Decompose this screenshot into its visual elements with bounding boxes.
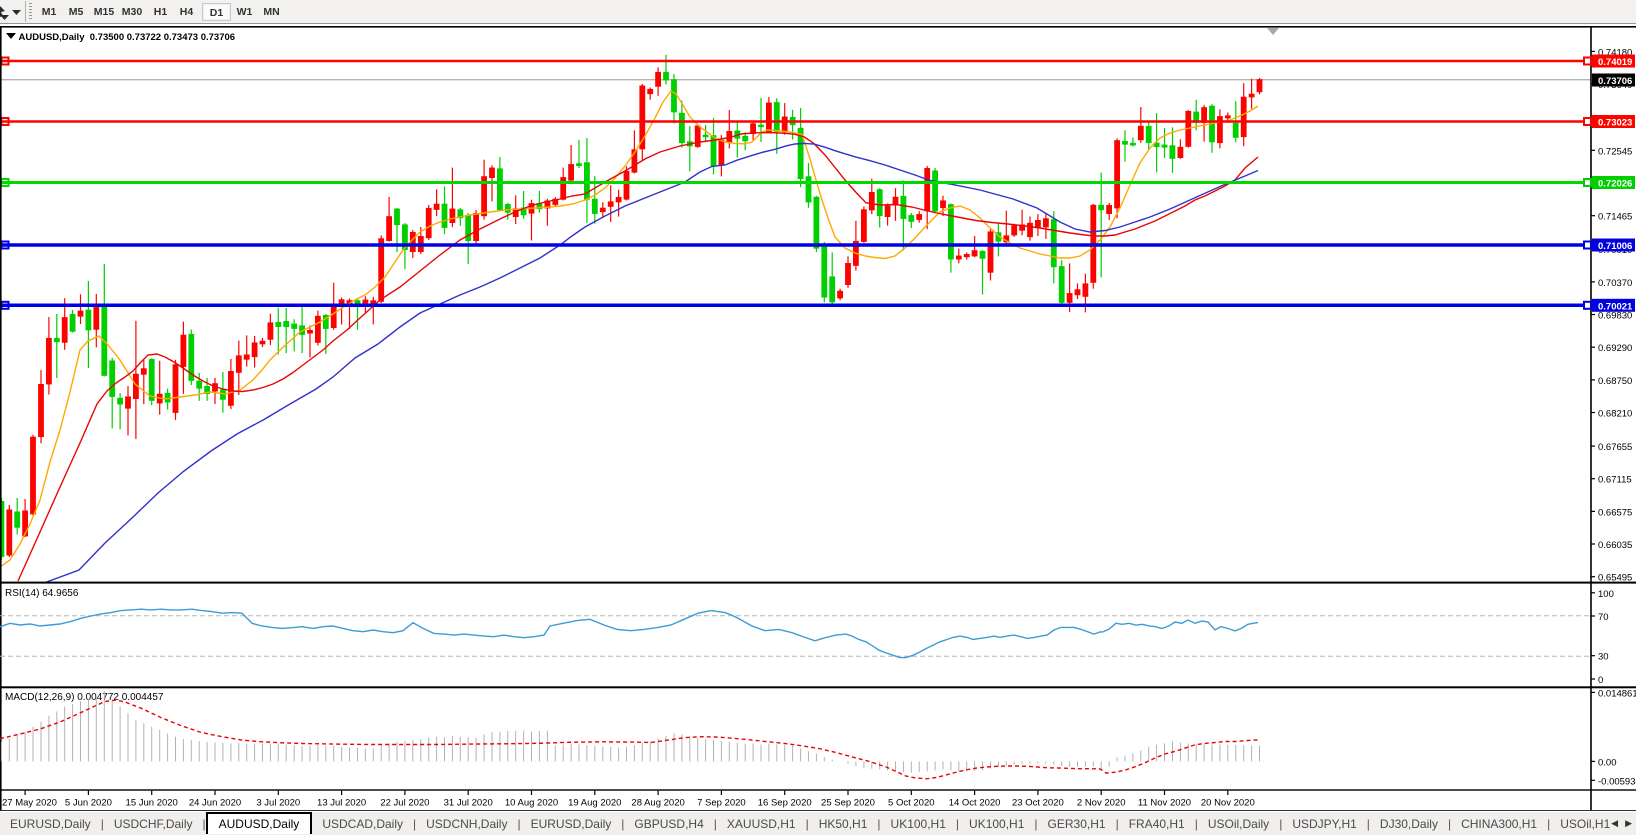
svg-text:0.65495: 0.65495 bbox=[1598, 573, 1632, 584]
svg-text:0: 0 bbox=[1598, 675, 1603, 686]
svg-text:25 Sep 2020: 25 Sep 2020 bbox=[821, 798, 875, 809]
svg-text:0.72026: 0.72026 bbox=[1598, 179, 1632, 190]
svg-text:AUDUSD,Daily 0.73500 0.73722: AUDUSD,Daily 0.73500 0.73722 0.73473 0.7… bbox=[19, 32, 236, 43]
svg-text:3 Jul 2020: 3 Jul 2020 bbox=[256, 798, 300, 809]
svg-text:20 Nov 2020: 20 Nov 2020 bbox=[1201, 798, 1255, 809]
svg-text:0.74180: 0.74180 bbox=[1598, 47, 1632, 58]
svg-text:30: 30 bbox=[1598, 652, 1609, 663]
svg-text:15 Jun 2020: 15 Jun 2020 bbox=[126, 798, 178, 809]
svg-text:0.74019: 0.74019 bbox=[1598, 57, 1632, 68]
svg-text:16 Sep 2020: 16 Sep 2020 bbox=[758, 798, 812, 809]
svg-text:0.71006: 0.71006 bbox=[1598, 241, 1632, 252]
svg-text:0.67655: 0.67655 bbox=[1598, 442, 1632, 453]
svg-text:0.69830: 0.69830 bbox=[1598, 311, 1632, 322]
svg-text:10 Aug 2020: 10 Aug 2020 bbox=[505, 798, 558, 809]
svg-text:0.68750: 0.68750 bbox=[1598, 376, 1632, 387]
svg-text:31 Jul 2020: 31 Jul 2020 bbox=[444, 798, 493, 809]
svg-text:0.71465: 0.71465 bbox=[1598, 212, 1632, 223]
svg-text:0.69290: 0.69290 bbox=[1598, 343, 1632, 354]
svg-text:13 Jul 2020: 13 Jul 2020 bbox=[317, 798, 366, 809]
svg-text:14 Oct 2020: 14 Oct 2020 bbox=[949, 798, 1001, 809]
svg-text:7 Sep 2020: 7 Sep 2020 bbox=[697, 798, 746, 809]
svg-text:-0.005938: -0.005938 bbox=[1598, 776, 1636, 787]
svg-text:0.73023: 0.73023 bbox=[1598, 118, 1632, 129]
svg-text:5 Oct 2020: 5 Oct 2020 bbox=[888, 798, 934, 809]
svg-text:27 May 2020: 27 May 2020 bbox=[2, 798, 57, 809]
svg-text:23 Oct 2020: 23 Oct 2020 bbox=[1012, 798, 1064, 809]
svg-text:0.68210: 0.68210 bbox=[1598, 409, 1632, 420]
svg-text:RSI(14) 64.9656: RSI(14) 64.9656 bbox=[5, 588, 79, 599]
svg-text:0.66035: 0.66035 bbox=[1598, 540, 1632, 551]
svg-text:MACD(12,26,9) 0.004772 0.00445: MACD(12,26,9) 0.004772 0.004457 bbox=[5, 692, 164, 703]
svg-text:2 Nov 2020: 2 Nov 2020 bbox=[1077, 798, 1126, 809]
svg-text:0.67115: 0.67115 bbox=[1598, 475, 1632, 486]
svg-text:0.00: 0.00 bbox=[1598, 757, 1617, 768]
svg-text:19 Aug 2020: 19 Aug 2020 bbox=[568, 798, 621, 809]
svg-text:24 Jun 2020: 24 Jun 2020 bbox=[189, 798, 241, 809]
svg-text:5 Jun 2020: 5 Jun 2020 bbox=[65, 798, 112, 809]
svg-text:28 Aug 2020: 28 Aug 2020 bbox=[631, 798, 684, 809]
svg-text:0.73706: 0.73706 bbox=[1598, 76, 1632, 87]
svg-text:0.014861: 0.014861 bbox=[1598, 688, 1636, 699]
svg-text:0.72545: 0.72545 bbox=[1598, 146, 1632, 157]
svg-text:0.70021: 0.70021 bbox=[1598, 302, 1633, 313]
svg-text:0.70370: 0.70370 bbox=[1598, 278, 1632, 289]
svg-text:70: 70 bbox=[1598, 612, 1609, 623]
svg-text:11 Nov 2020: 11 Nov 2020 bbox=[1138, 798, 1191, 809]
svg-text:0.66575: 0.66575 bbox=[1598, 507, 1632, 518]
svg-text:22 Jul 2020: 22 Jul 2020 bbox=[380, 798, 429, 809]
svg-text:100: 100 bbox=[1598, 589, 1614, 600]
